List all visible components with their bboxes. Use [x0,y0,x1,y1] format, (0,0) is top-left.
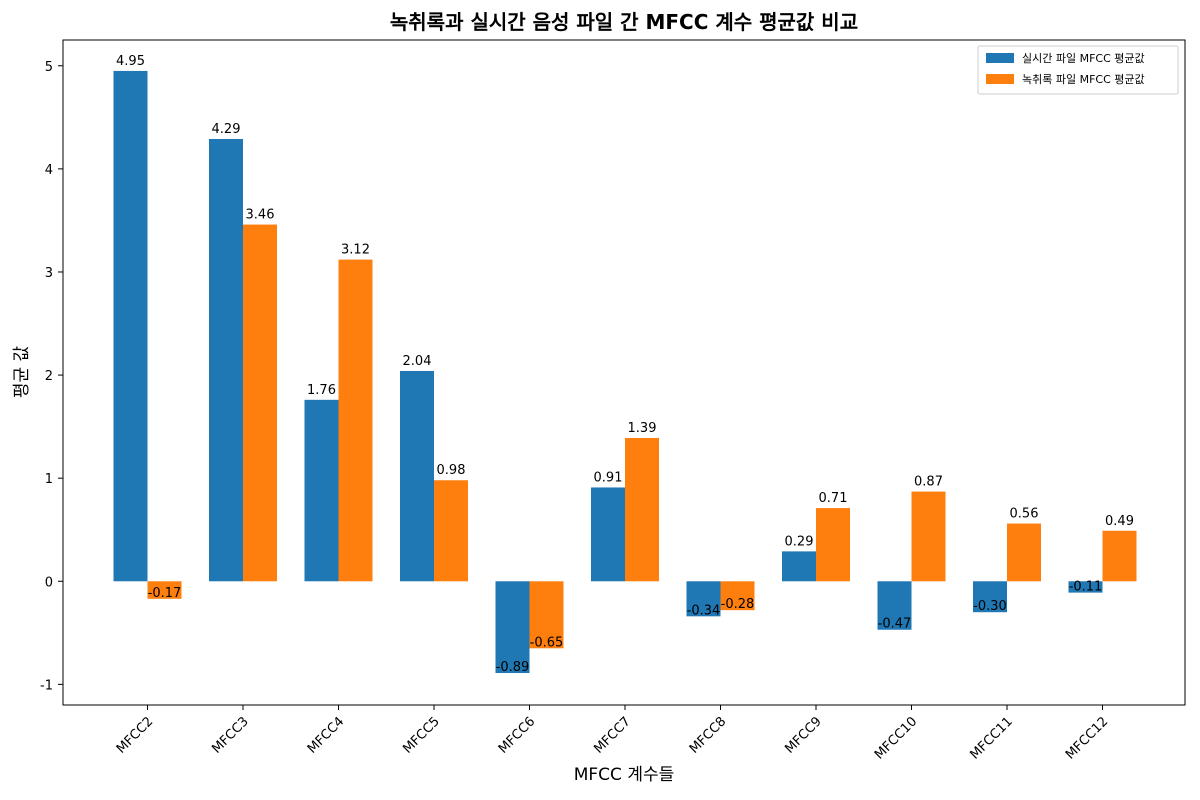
bar-label-series-1-mfcc9: 0.29 [785,534,814,549]
y-tick-label: 3 [45,266,53,281]
y-tick-label: 2 [45,369,53,384]
bar-label-series-1-mfcc8: -0.34 [687,603,721,618]
x-tick-label-mfcc8: MFCC8 [687,714,730,757]
bar-series-2-mfcc2 [147,581,182,599]
bar-label-series-2-mfcc9: 0.71 [819,491,848,506]
bars-layer [113,70,1137,674]
bar-series-1-mfcc7 [591,487,625,582]
bar-label-series-2-mfcc4: 3.12 [341,243,370,258]
x-axis-label: MFCC 계수들 [574,765,675,785]
bar-label-series-1-mfcc5: 2.04 [403,354,432,369]
bar-label-series-2-mfcc11: 0.56 [1010,507,1039,522]
bar-label-series-1-mfcc4: 1.76 [307,383,336,398]
x-tick-label-mfcc6: MFCC6 [496,714,539,757]
x-tick-label-mfcc11: MFCC11 [967,714,1015,762]
bar-label-series-1-mfcc11: -0.30 [973,599,1007,614]
bar-label-series-2-mfcc5: 0.98 [437,463,466,478]
legend-label-series-2: 녹취록 파일 MFCC 평균값 [1022,72,1145,86]
bar-label-series-2-mfcc3: 3.46 [246,208,275,223]
bar-series-1-mfcc11 [973,581,1007,613]
bar-series-2-mfcc3 [243,224,277,582]
bar-label-series-2-mfcc8: -0.28 [721,597,755,612]
bar-label-series-2-mfcc7: 1.39 [628,421,657,436]
bar-series-1-mfcc6 [495,581,530,674]
y-tick-label: 0 [45,575,53,590]
bar-series-1-mfcc9 [782,551,816,582]
y-tick-label: 5 [45,60,53,75]
bar-label-series-2-mfcc6: -0.65 [530,635,564,650]
bar-series-1-mfcc12 [1068,581,1103,593]
bar-series-2-mfcc12 [1102,530,1137,582]
legend-swatch-series-1 [986,53,1014,63]
bar-series-1-mfcc4 [304,399,339,582]
bar-label-series-2-mfcc2: -0.17 [148,586,182,601]
y-axis-label: 평균 값 [12,345,32,398]
bar-series-2-mfcc10 [911,491,946,582]
bar-series-1-mfcc5 [400,370,434,582]
bar-series-1-mfcc2 [113,70,148,582]
y-tick-label: 4 [45,163,53,178]
x-axis: MFCC2 MFCC3 MFCC4 MFCC5 MFCC6 MFCC7 MFCC8 MFCC9… [114,705,1111,763]
bar-label-series-1-mfcc6: -0.89 [496,660,530,675]
x-tick-label-mfcc12: MFCC12 [1063,714,1111,762]
bar-label-series-1-mfcc10: -0.47 [878,617,912,632]
y-tick-label: 1 [45,472,53,487]
bar-series-1-mfcc10 [877,581,912,630]
x-tick-label-mfcc10: MFCC10 [872,714,920,762]
y-tick-label: -1 [40,678,53,693]
legend-swatch-series-2 [986,74,1014,84]
bar-series-2-mfcc11 [1007,523,1041,582]
bar-label-series-2-mfcc10: 0.87 [914,475,943,490]
bar-label-series-1-mfcc2: 4.95 [116,54,145,69]
bar-label-series-1-mfcc3: 4.29 [212,122,241,137]
bar-series-1-mfcc3 [209,138,243,582]
x-tick-label-mfcc5: MFCC5 [400,714,443,757]
bar-series-2-mfcc6 [529,581,564,649]
bar-series-1-mfcc8 [686,581,721,617]
y-axis: -1 0 1 2 3 4 5 [40,60,63,693]
bar-label-series-1-mfcc7: 0.91 [594,470,623,485]
bar-series-2-mfcc5 [434,480,468,582]
bar-label-series-2-mfcc12: 0.49 [1105,514,1134,529]
legend: 실시간 파일 MFCC 평균값 녹취록 파일 MFCC 평균값 [977,45,1179,95]
bar-series-2-mfcc7 [625,437,659,582]
chart-title: 녹취록과 실시간 음성 파일 간 MFCC 계수 평균값 비교 [390,10,858,34]
legend-label-series-1: 실시간 파일 MFCC 평균값 [1022,51,1145,65]
bar-series-2-mfcc9 [816,508,850,582]
bar-series-2-mfcc8 [720,581,755,611]
x-tick-label-mfcc2: MFCC2 [114,714,157,757]
plot-frame [62,39,1186,706]
x-tick-label-mfcc3: MFCC3 [209,714,252,757]
x-tick-label-mfcc4: MFCC4 [305,714,348,757]
legend-box [977,45,1179,95]
x-tick-label-mfcc7: MFCC7 [591,714,634,757]
bar-series-2-mfcc4 [338,259,373,582]
bar-label-series-1-mfcc12: -0.11 [1069,580,1103,595]
x-tick-label-mfcc9: MFCC9 [782,714,825,757]
bar-labels-layer: 4.95 4.29 1.76 2.04 -0.89 0.91 -0.34 0.29 -0.47 -… [116,54,1134,675]
